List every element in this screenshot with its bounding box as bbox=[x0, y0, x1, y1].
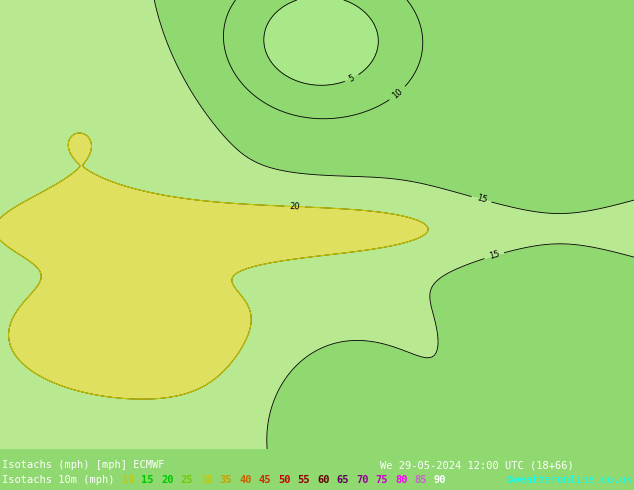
Text: 45: 45 bbox=[259, 475, 271, 485]
Text: We 29-05-2024 12:00 UTC (18+66): We 29-05-2024 12:00 UTC (18+66) bbox=[380, 460, 574, 470]
Text: 90: 90 bbox=[434, 475, 446, 485]
Text: 10: 10 bbox=[122, 475, 134, 485]
Text: 15: 15 bbox=[141, 475, 154, 485]
Text: Isotachs 10m (mph): Isotachs 10m (mph) bbox=[2, 475, 115, 485]
Text: 20: 20 bbox=[161, 475, 174, 485]
Text: 65: 65 bbox=[337, 475, 349, 485]
Text: 20: 20 bbox=[289, 202, 301, 211]
Text: 70: 70 bbox=[356, 475, 368, 485]
Text: ©weatheronline.co.uk: ©weatheronline.co.uk bbox=[507, 475, 632, 485]
Text: 40: 40 bbox=[239, 475, 252, 485]
Text: 25: 25 bbox=[181, 475, 193, 485]
Text: 85: 85 bbox=[415, 475, 427, 485]
Text: 30: 30 bbox=[200, 475, 212, 485]
Text: 35: 35 bbox=[219, 475, 232, 485]
Text: 80: 80 bbox=[395, 475, 408, 485]
Text: 60: 60 bbox=[317, 475, 330, 485]
Text: 10: 10 bbox=[391, 87, 404, 100]
Text: 5: 5 bbox=[347, 73, 356, 84]
Text: Isotachs (mph) [mph] ECMWF: Isotachs (mph) [mph] ECMWF bbox=[2, 460, 164, 470]
Text: 15: 15 bbox=[476, 194, 488, 205]
Text: 75: 75 bbox=[375, 475, 388, 485]
Text: 50: 50 bbox=[278, 475, 290, 485]
Text: 55: 55 bbox=[297, 475, 310, 485]
Text: 15: 15 bbox=[488, 250, 501, 261]
